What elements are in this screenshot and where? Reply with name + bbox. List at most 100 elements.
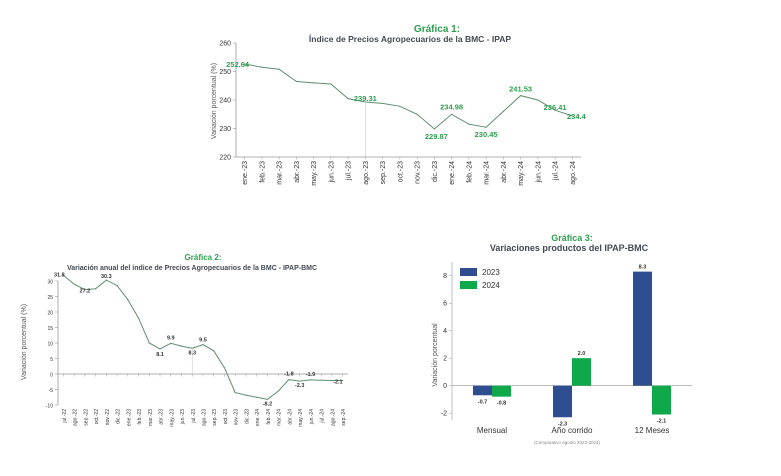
x-tick-label: jun.-23 [328, 161, 335, 184]
data-point [261, 66, 263, 68]
y-tick-label: 220 [219, 155, 231, 162]
bar [633, 271, 652, 386]
x-tick-label: oct.-23 [397, 161, 404, 183]
data-point [331, 379, 333, 382]
y-tick-label: 0 [50, 373, 53, 379]
x-tick-label: abr.-24 [501, 161, 508, 183]
y-tick-label: 30 [47, 280, 53, 286]
data-label: -8.2 [263, 401, 272, 407]
y-tick-label: 20 [47, 311, 53, 317]
data-label: 236.41 [544, 103, 567, 112]
data-point [468, 123, 470, 125]
data-point [433, 128, 435, 130]
legend-swatch [460, 268, 477, 276]
data-point [244, 63, 246, 65]
x-tick-label: may.-24 [298, 409, 304, 427]
x-tick-label: nov.-22 [105, 409, 111, 426]
x-tick-label: dic.-23 [432, 161, 439, 182]
x-tick-label: ago.-24 [330, 409, 336, 426]
data-point [202, 343, 204, 346]
x-tick-label: abr.-23 [159, 409, 165, 425]
data-point [62, 274, 64, 277]
y-tick-label: -2 [441, 411, 447, 418]
data-point [342, 379, 344, 382]
x-tick-label: feb.-23 [259, 161, 266, 183]
data-point [159, 348, 161, 350]
x-tick-label: oct.-22 [94, 409, 100, 425]
legend-label: 2024 [482, 281, 500, 290]
data-point [330, 83, 332, 85]
data-point [571, 115, 573, 117]
x-tick-label: ene.-23 [242, 161, 249, 185]
data-point [148, 342, 150, 344]
x-tick-label: mar.-24 [484, 161, 491, 185]
chart3-note: (Comparativo agosto 2023-2024) [534, 440, 601, 445]
x-tick-label: abr.-24 [287, 409, 293, 425]
x-category-label: Mensual [477, 426, 507, 435]
data-point [299, 380, 301, 382]
data-point [170, 342, 172, 344]
data-point [234, 392, 236, 394]
chart2-plot: -10 -5 0 5 10 15 20 25 30 jul.-22 ago.-22 sep.-22 oc… [46, 272, 348, 427]
data-point [288, 378, 290, 381]
x-tick-label: mar.-23 [148, 409, 154, 426]
x-tick-label: ene.-23 [126, 409, 132, 426]
chart1-title: Gráfica 1: [414, 24, 460, 35]
y-tick-label: 8 [443, 273, 447, 280]
y-tick-label: 240 [219, 98, 231, 105]
bar-value-label: -0.8 [497, 401, 506, 407]
y-tick-label: 2 [443, 356, 447, 363]
bar-value-label: -2.1 [657, 419, 666, 425]
y-tick-label: 25 [47, 295, 53, 301]
x-tick-label: may.-23 [169, 409, 175, 427]
x-tick-label: ene.-24 [449, 161, 456, 185]
bar-value-label: -0.7 [478, 399, 487, 405]
data-point [84, 289, 86, 291]
data-point [116, 285, 118, 287]
x-tick-label: sep.-24 [341, 409, 347, 426]
bar-value-label: -2.3 [558, 421, 567, 427]
data-label: 8.3 [188, 350, 196, 356]
y-tick-label: 15 [47, 326, 53, 332]
y-tick-label: -5 [49, 388, 54, 394]
x-tick-label: jul.-22 [62, 409, 68, 424]
data-point [223, 367, 226, 369]
data-label: 30.3 [101, 274, 112, 280]
x-tick-label: feb.-24 [466, 161, 473, 183]
x-tick-label: ago.-24 [570, 161, 577, 185]
data-label: 229.87 [425, 132, 448, 141]
data-label: 234.4 [567, 112, 587, 121]
data-point [245, 394, 247, 396]
data-label: -1.8 [284, 372, 293, 378]
data-point [554, 109, 556, 111]
x-tick-label: jul.-24 [320, 409, 326, 424]
data-point [180, 345, 183, 347]
y-tick-label: 4 [443, 328, 447, 335]
x-tick-label: dic.-23 [244, 409, 250, 424]
data-point [347, 97, 349, 100]
data-point [399, 105, 401, 107]
chart3-subtitle: Variaciones productos del IPAP-BMC [490, 243, 649, 253]
data-label: -2.3 [295, 383, 304, 389]
bar-value-label: 8.3 [639, 265, 647, 271]
x-category-label: 12 Meses [635, 426, 670, 435]
chart2-title: Gráfica 2: [185, 253, 222, 262]
x-tick-label: ene.-24 [255, 409, 261, 426]
x-tick-label: may.-24 [518, 161, 525, 186]
data-label: 239.31 [354, 94, 377, 103]
bar-value-label: 2.0 [578, 351, 586, 357]
data-point [313, 82, 315, 84]
data-label: 241.53 [509, 85, 532, 94]
x-tick-label: may.-23 [311, 161, 318, 186]
data-point [94, 288, 97, 290]
chart2-subtitle: Variación anual del índice de Precios Ag… [67, 265, 317, 272]
data-point [137, 317, 140, 319]
data-point [309, 379, 312, 381]
chart2-ylabel: Variación porcentual (%) [21, 304, 28, 380]
bar [553, 385, 572, 418]
data-point [485, 126, 487, 128]
chart1-plot: 220 230 240 250 260 ene.-23 feb.-23 mar.-23 abr.… [219, 41, 586, 186]
y-tick-label: 5 [50, 357, 53, 363]
x-category-label: Año corrido [552, 426, 593, 435]
